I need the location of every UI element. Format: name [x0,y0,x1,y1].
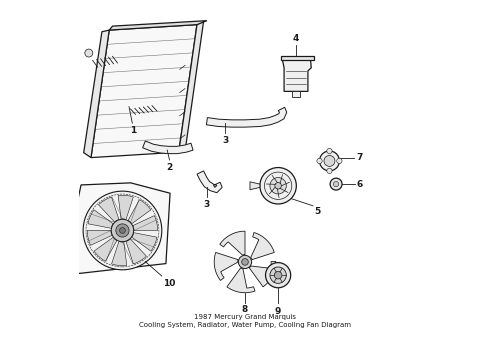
Circle shape [83,191,162,270]
Polygon shape [69,211,75,223]
Polygon shape [251,233,274,260]
Polygon shape [98,197,119,222]
Circle shape [260,167,296,204]
Polygon shape [94,237,117,261]
Circle shape [319,151,340,171]
Polygon shape [282,60,311,91]
Text: 6: 6 [357,180,363,189]
Polygon shape [109,21,207,30]
Polygon shape [206,107,287,127]
Polygon shape [69,241,75,253]
Circle shape [85,49,93,57]
Text: 7: 7 [356,153,362,162]
Polygon shape [249,261,276,287]
Circle shape [242,258,248,265]
Circle shape [324,156,335,166]
Polygon shape [281,56,314,60]
Polygon shape [91,24,197,158]
Circle shape [238,255,252,269]
Polygon shape [126,239,147,264]
Text: 5: 5 [315,207,321,216]
Circle shape [111,219,134,242]
Text: 2: 2 [167,163,172,172]
Polygon shape [88,210,113,228]
Text: 4: 4 [293,34,299,43]
Polygon shape [128,200,151,224]
Polygon shape [197,171,222,193]
Polygon shape [227,268,255,293]
Circle shape [274,271,282,279]
Text: 9: 9 [275,307,281,316]
Text: 3: 3 [204,200,210,209]
Circle shape [327,148,332,154]
Polygon shape [75,183,170,274]
Text: 10: 10 [163,279,175,288]
Circle shape [275,183,281,189]
Circle shape [337,158,342,163]
Polygon shape [84,30,109,158]
Polygon shape [220,231,245,255]
Circle shape [270,267,286,283]
Circle shape [116,224,129,237]
Circle shape [266,262,291,288]
Polygon shape [179,21,204,152]
Circle shape [317,158,322,163]
Polygon shape [250,182,260,190]
Polygon shape [118,195,133,220]
Polygon shape [133,216,158,230]
Circle shape [270,177,286,194]
Polygon shape [87,230,112,246]
Polygon shape [214,252,238,280]
Polygon shape [132,233,157,251]
Polygon shape [143,141,193,154]
Text: 8: 8 [242,305,248,314]
Circle shape [120,228,125,233]
Text: 1: 1 [130,126,136,135]
Circle shape [330,178,342,190]
Text: 1987 Mercury Grand Marquis
Cooling System, Radiator, Water Pump, Cooling Fan Dia: 1987 Mercury Grand Marquis Cooling Syste… [139,314,351,328]
Polygon shape [293,91,299,97]
Circle shape [333,181,339,187]
Text: 3: 3 [222,136,228,145]
Polygon shape [112,242,127,266]
Circle shape [327,168,332,174]
